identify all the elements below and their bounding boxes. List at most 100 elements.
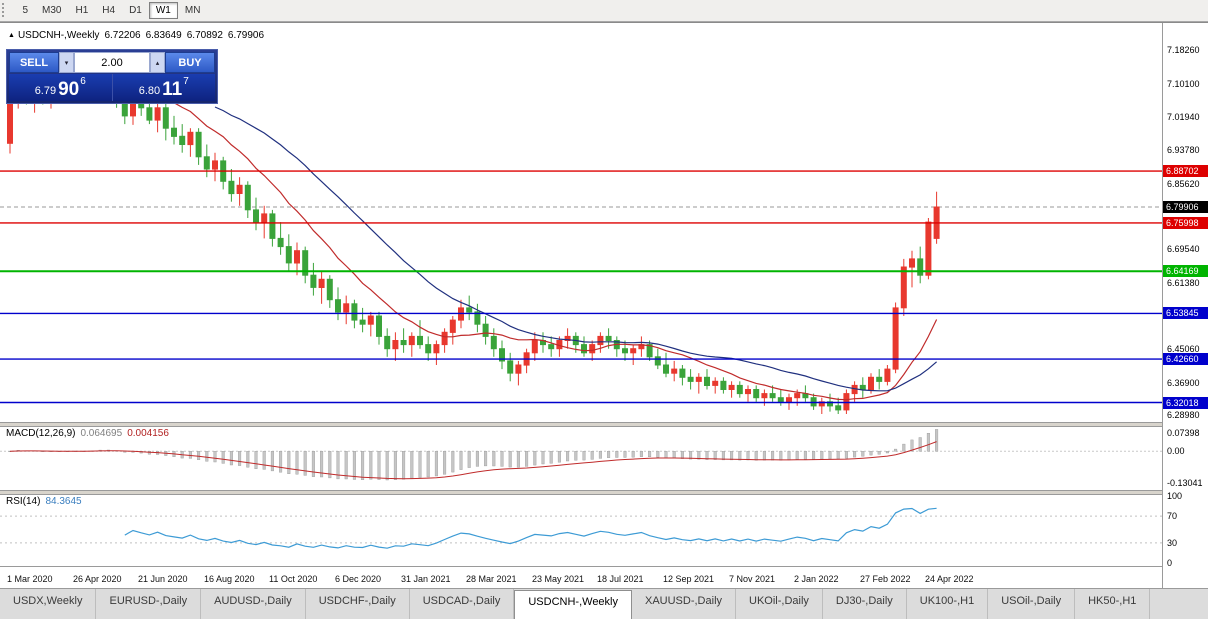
sell-price-pip-digit: 6 [80,76,86,87]
macd-histogram-bar [812,451,816,460]
chart-tab-hk50-h1[interactable]: HK50-,H1 [1075,589,1151,619]
chart-tab-audusd-daily[interactable]: AUDUSD-,Daily [201,589,306,619]
candle-body [367,315,374,325]
chart-symbol-period: USDCNH-,Weekly [17,30,100,41]
candle-body [745,389,751,395]
macd-histogram-bar [188,451,192,459]
rsi-panel-divider[interactable] [0,490,1208,495]
macd-title: MACD(12,26,9) [6,428,76,439]
chart-ohlc-header: ▲ USDCNH-,Weekly 6.72206 6.83649 6.70892 6.79… [8,30,269,41]
chart-tab-uk100-h1[interactable]: UK100-,H1 [907,589,989,619]
candle-body [859,384,866,390]
buy-button[interactable]: BUY [165,52,215,73]
timeframe-button-m30[interactable]: M30 [42,5,62,16]
macd-histogram-bar [844,451,848,459]
date-axis[interactable]: 1 Mar 2020 26 Apr 2020 21 Jun 2020 16 Aug 2… [0,566,1162,590]
candle-body [195,131,202,158]
candle-body [400,340,407,346]
candle-body [900,266,907,309]
candle-body [244,184,251,211]
toolbar-grip[interactable] [2,3,8,17]
macd-histogram-bar [402,451,406,480]
buy-price-display[interactable]: 6.80 11 7 [111,74,216,101]
macd-histogram-bar [902,443,906,452]
macd-histogram-bar [869,451,873,456]
candle-body [687,376,694,382]
timeframe-button-d1[interactable]: D1 [129,5,142,16]
macd-panel-divider[interactable] [0,422,1208,427]
price-chart-canvas[interactable] [0,23,1162,589]
macd-histogram-bar [246,451,250,468]
macd-histogram-bar [623,451,627,458]
buy-price-big-digits: 11 [162,79,183,100]
chart-tab-dj30-daily[interactable]: DJ30-,Daily [823,589,907,619]
chart-tab-usdchf-daily[interactable]: USDCHF-,Daily [306,589,410,619]
candle-body [253,209,259,223]
timeframe-button-5[interactable]: 5 [22,5,29,16]
chart-tab-eurusd-daily[interactable]: EURUSD-,Daily [96,589,202,619]
candle-body [589,344,596,354]
timeframe-button-w1[interactable]: W1 [148,2,178,19]
rsi-axis-tick: 100 [1167,491,1183,501]
candle-body [531,340,538,354]
macd-histogram-bar [336,451,340,480]
macd-histogram-bar [721,451,725,461]
rsi-axis-tick: 0 [1167,558,1173,568]
candle-body [564,335,571,341]
price-axis-tick: 6.85620 [1167,179,1200,189]
macd-histogram-bar [746,451,750,461]
candle-body [490,335,497,350]
macd-axis-tick: 0.00 [1167,446,1185,456]
macd-histogram-bar [238,451,242,466]
macd-histogram-bar [582,451,586,461]
volume-increase-button[interactable]: ▴ [150,52,165,73]
macd-histogram-bar [213,451,217,463]
ohlc-close: 6.79906 [227,30,265,41]
macd-histogram-bar [508,451,512,468]
rsi-axis-tick: 70 [1167,511,1178,521]
chart-tab-xauusd-daily[interactable]: XAUUSD-,Daily [632,589,737,619]
price-axis-tick: 7.10100 [1167,79,1200,89]
candle-body [449,319,456,333]
date-axis-label: 11 Oct 2020 [269,574,318,584]
macd-histogram-bar [680,451,684,459]
candle-body [162,107,169,129]
price-axis[interactable]: 7.18260 7.10100 7.01940 6.93780 6.85620 6.695… [1162,23,1208,589]
candle-body [704,376,710,386]
candle-body [515,364,522,374]
date-axis-label: 23 May 2021 [532,574,585,584]
timeframe-button-h1[interactable]: H1 [75,5,89,16]
volume-input[interactable] [74,52,150,73]
chart-tab-usdx-weekly[interactable]: USDX,Weekly [0,589,97,619]
macd-histogram-bar [648,451,652,458]
macd-histogram-bar [820,451,824,460]
macd-histogram-bar [516,451,520,468]
price-axis-tick: 6.61380 [1167,278,1200,288]
candle-body [441,331,448,346]
candle-body [351,303,358,321]
chart-tab-usoil-daily[interactable]: USOil-,Daily [988,589,1076,619]
macd-histogram-bar [598,451,602,459]
date-axis-label: 16 Aug 2020 [204,574,255,584]
candle-body [663,364,669,374]
candle-body [679,368,686,378]
chart-tab-ukoil-daily[interactable]: UKOil-,Daily [736,589,823,619]
candle-body [671,368,678,374]
volume-decrease-button[interactable]: ▾ [59,52,74,73]
date-axis-label: 18 Jul 2021 [597,574,644,584]
sell-button[interactable]: SELL [9,52,59,73]
buy-price-prefix: 6.80 [138,85,161,97]
timeframe-button-h4[interactable]: H4 [102,5,116,16]
chart-tab-bar: USDX,Weekly EURUSD-,Daily AUDUSD-,Daily USD… [0,588,1208,619]
timeframe-button-mn[interactable]: MN [184,5,201,16]
chart-tab-usdcad-daily[interactable]: USDCAD-,Daily [410,589,515,619]
macd-histogram-bar [262,451,266,470]
macd-histogram-bar [738,451,742,461]
macd-histogram-bar [803,451,807,460]
macd-histogram-bar [541,451,545,465]
sell-price-display[interactable]: 6.79 90 6 [9,74,112,101]
rsi-axis-tick: 30 [1167,538,1178,548]
candle-body [310,274,317,288]
candle-body [605,335,612,341]
chart-tab-usdcnh-weekly[interactable]: USDCNH-,Weekly [514,590,632,619]
